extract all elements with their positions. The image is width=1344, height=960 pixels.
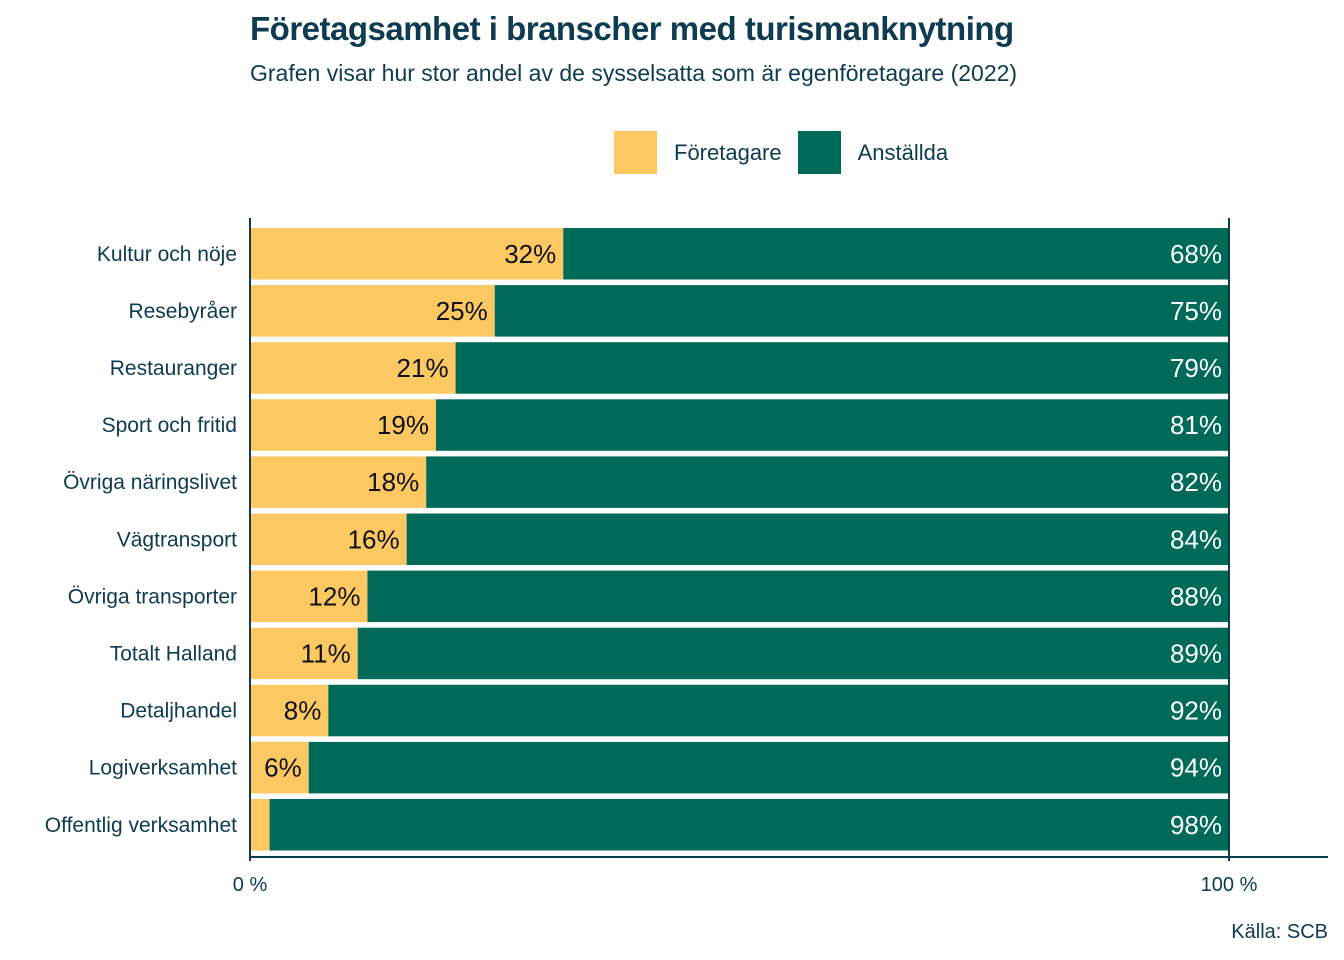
bar-foretagare xyxy=(250,570,368,623)
bar-foretagare xyxy=(250,799,270,851)
category-label: Kultur och nöje xyxy=(97,243,237,266)
bar-anstallda xyxy=(328,684,1229,737)
source-note: Källa: SCB xyxy=(1231,921,1328,943)
bar-foretagare xyxy=(250,627,358,680)
data-label-foretagare: 25% xyxy=(436,296,488,326)
category-label: Övriga transporter xyxy=(68,585,237,608)
bar-anstallda xyxy=(406,513,1229,565)
category-label: Vägtransport xyxy=(117,528,237,551)
bar-anstallda xyxy=(357,627,1229,680)
category-label: Totalt Halland xyxy=(110,642,237,665)
data-label-foretagare: 21% xyxy=(397,353,449,383)
bar-foretagare xyxy=(250,684,329,737)
category-label: Sport och fritid xyxy=(102,414,237,437)
legend-item-anstallda: Anställda xyxy=(797,131,949,174)
chart-subtitle: Grafen visar hur stor andel av de syssel… xyxy=(250,60,1018,86)
bar-anstallda xyxy=(308,741,1229,794)
data-label-anstallda: 84% xyxy=(1170,524,1222,554)
legend: Företagare Anställda xyxy=(614,131,964,174)
data-label-foretagare: 19% xyxy=(377,410,429,440)
data-label-foretagare: 8% xyxy=(284,696,322,726)
bar-anstallda xyxy=(563,228,1229,280)
category-label: Offentlig verksamhet xyxy=(45,814,237,837)
category-label: Restauranger xyxy=(110,357,237,380)
x-tick-label: 0 % xyxy=(233,874,268,896)
bar-foretagare xyxy=(250,399,437,451)
data-label-foretagare: 32% xyxy=(504,239,556,269)
data-label-anstallda: 88% xyxy=(1170,581,1222,611)
category-label: Övriga näringslivet xyxy=(63,471,237,494)
chart-title: Företagsamhet i branscher med turismankn… xyxy=(250,10,1014,47)
data-label-foretagare: 6% xyxy=(264,753,302,783)
category-label: Logiverksamhet xyxy=(89,757,237,780)
data-label-anstallda: 68% xyxy=(1170,239,1222,269)
legend-label-anstallda: Anställda xyxy=(857,139,949,165)
bar-anstallda xyxy=(367,570,1230,623)
bar-foretagare xyxy=(250,228,564,280)
category-label: Detaljhandel xyxy=(120,700,237,723)
legend-label-foretagare: Företagare xyxy=(674,139,782,165)
bar-anstallda xyxy=(426,456,1230,508)
bar-foretagare xyxy=(250,513,407,565)
legend-item-foretagare: Företagare xyxy=(614,131,782,174)
data-label-anstallda: 94% xyxy=(1170,753,1222,783)
data-label-anstallda: 79% xyxy=(1170,353,1222,383)
data-label-foretagare: 18% xyxy=(367,467,419,497)
bar-foretagare xyxy=(250,741,309,794)
data-label-foretagare: 16% xyxy=(348,524,400,554)
data-label-anstallda: 98% xyxy=(1170,810,1222,840)
bar-foretagare xyxy=(250,342,456,394)
data-label-anstallda: 75% xyxy=(1170,296,1222,326)
bar-foretagare xyxy=(250,456,427,508)
bar-anstallda xyxy=(494,285,1229,337)
category-label: Resebyråer xyxy=(128,300,237,323)
bar-anstallda xyxy=(436,399,1229,451)
data-label-anstallda: 89% xyxy=(1170,638,1222,668)
legend-swatch-anstallda xyxy=(797,131,841,174)
data-label-anstallda: 82% xyxy=(1170,467,1222,497)
x-tick-label: 100 % xyxy=(1201,874,1258,896)
data-label-foretagare: 12% xyxy=(308,581,360,611)
bar-foretagare xyxy=(250,285,495,337)
data-label-foretagare: 11% xyxy=(301,638,351,668)
data-label-anstallda: 92% xyxy=(1170,696,1222,726)
legend-swatch-foretagare xyxy=(614,131,657,174)
data-label-anstallda: 81% xyxy=(1170,410,1222,440)
bar-anstallda xyxy=(269,799,1230,851)
bar-anstallda xyxy=(455,342,1230,394)
